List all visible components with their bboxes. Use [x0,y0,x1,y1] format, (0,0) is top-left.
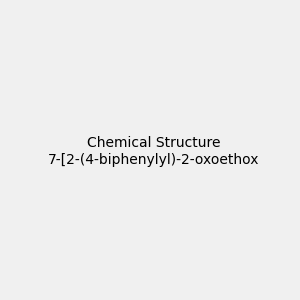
Text: Chemical Structure
7-[2-(4-biphenylyl)-2-oxoethox: Chemical Structure 7-[2-(4-biphenylyl)-2… [48,136,260,166]
